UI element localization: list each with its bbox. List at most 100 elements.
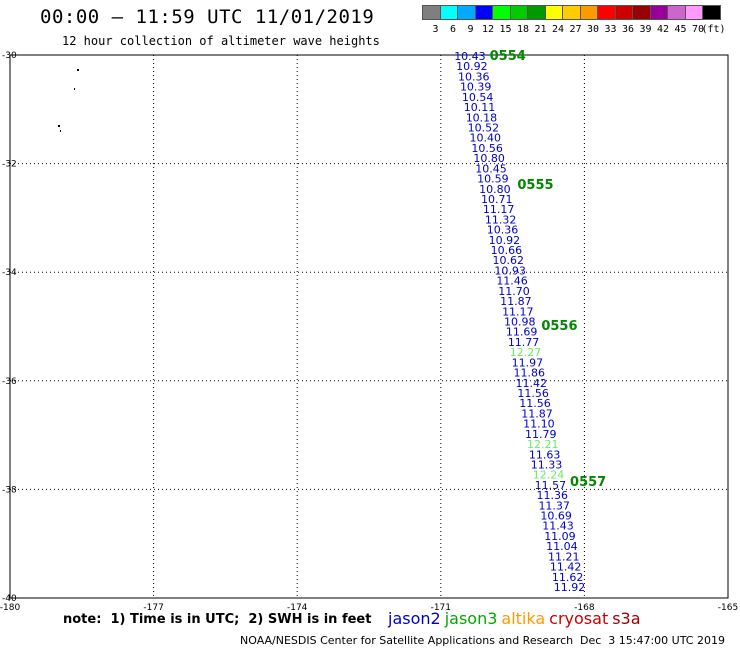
pass-time-label: 0555 (517, 178, 553, 193)
legend-label: 39 (639, 24, 652, 35)
wave-height-value: 11.42 (550, 561, 582, 574)
satellite-legend: jason2 jason3 altika cryosat s3a (388, 609, 645, 628)
satellite-name-altika: altika (501, 609, 546, 628)
wave-height-value: 10.80 (473, 152, 505, 165)
wave-height-value: 10.69 (540, 510, 572, 523)
wave-height-value: 11.86 (514, 367, 546, 380)
wave-height-value: 10.98 (504, 316, 536, 329)
wave-height-value: 10.36 (487, 224, 519, 237)
wave-height-value: 12.27 (510, 346, 542, 359)
wave-height-value: 11.56 (519, 397, 551, 410)
wave-height-value: 10.18 (466, 111, 498, 124)
wave-height-value: 11.33 (531, 458, 563, 471)
longitude-tick-label: -180 (0, 603, 20, 613)
longitude-tick-label: -168 (574, 603, 595, 613)
wave-height-value: 10.54 (462, 91, 494, 104)
legend-label: 30 (586, 24, 600, 35)
island (58, 125, 60, 127)
footer-timestamp: Dec 3 15:47:00 UTC 2019 (580, 634, 725, 647)
wave-height-value: 10.52 (468, 121, 500, 134)
grid-lines (9, 54, 729, 599)
wave-height-value: 11.92 (554, 581, 586, 594)
latitude-tick-label: -34 (2, 268, 17, 278)
legend-label: 70 (691, 24, 705, 35)
wave-height-value: 11.17 (502, 305, 534, 318)
legend-label: 36 (621, 24, 635, 35)
legend-label: 6 (449, 24, 457, 35)
satellite-name-s3a: s3a (612, 609, 641, 628)
wave-height-value: 10.62 (492, 254, 523, 267)
wave-height-value: 10.36 (458, 70, 490, 83)
pass-time-label: 0556 (541, 319, 577, 334)
longitude-tick-label: -171 (431, 603, 451, 613)
wave-height-value: 11.56 (517, 387, 549, 400)
legend-unit-label: (ft) (701, 24, 726, 35)
wave-height-value: 11.10 (523, 418, 555, 431)
wave-height-value: 10.43 (454, 50, 486, 63)
legend-label: 18 (516, 24, 530, 35)
islands (58, 69, 79, 132)
wave-height-value: 11.09 (544, 530, 576, 543)
pass-time-labels: 0554 0555 0556 0557 (490, 49, 607, 490)
wave-height-value: 10.80 (479, 183, 511, 196)
map-subtitle: 12 hour collection of altimeter wave hei… (62, 34, 380, 48)
wave-height-value: 10.92 (456, 60, 488, 73)
island (77, 69, 79, 71)
legend-swatch (702, 5, 721, 20)
wave-height-value: 12.24 (533, 469, 565, 482)
longitude-tick-label: -177 (143, 603, 163, 613)
latitude-tick-label: -36 (2, 377, 17, 387)
satellite-name-jason2: jason2 (388, 609, 441, 628)
latitude-tick-label: -38 (2, 485, 17, 495)
wave-height-value: 11.63 (529, 448, 561, 461)
wave-height-value: 11.04 (546, 540, 578, 553)
legend-label: 15 (499, 24, 512, 35)
wave-height-value: 11.37 (538, 499, 570, 512)
island (74, 88, 75, 90)
wave-height-value: 11.43 (542, 520, 574, 533)
legend-label: 42 (656, 24, 670, 35)
map-frame (9, 54, 729, 599)
wave-height-value: 11.77 (508, 336, 540, 349)
wave-height-value: 11.79 (525, 428, 557, 441)
legend-label: 3 (432, 24, 439, 35)
island (60, 130, 61, 132)
wave-height-value: 11.42 (515, 377, 547, 390)
wave-height-value: 10.11 (464, 101, 496, 114)
wave-height-value: 11.57 (535, 479, 567, 492)
wave-height-value: 12.21 (527, 438, 559, 451)
satellite-name-jason3: jason3 (444, 609, 498, 628)
wave-height-value: 10.40 (470, 132, 502, 145)
wave-height-value: 11.87 (521, 407, 553, 420)
longitude-tick-label: -174 (287, 603, 308, 613)
pass-time-label: 0557 (570, 475, 606, 490)
wave-height-value: 11.32 (485, 213, 517, 226)
axis-ticks: -180 -177 -174 -171 -168 -165 -30 -32 -34 -36 -38 -… (0, 51, 738, 613)
legend-label: 12 (481, 24, 495, 35)
legend-label: 21 (534, 24, 547, 35)
pass-time-label: 0554 (490, 49, 526, 64)
map-title: 00:00 – 11:59 UTC 11/01/2019 (40, 6, 375, 28)
latitude-tick-label: -32 (2, 160, 17, 170)
wave-height-value: 10.59 (477, 173, 509, 186)
wave-height-color-legend: 3 6 9 12 15 18 21 24 27 30 33 36 39 42 45 70 (ft) (422, 4, 740, 36)
wave-height-value: 11.87 (500, 295, 532, 308)
longitude-tick-label: -165 (718, 603, 738, 613)
wave-height-value: 11.21 (548, 550, 580, 563)
footer-organization: NOAA/NESDIS Center for Satellite Applica… (240, 634, 574, 647)
wave-height-value: 10.66 (491, 244, 522, 257)
units-note: note: 1) Time is in UTC; 2) SWH is in fe… (63, 612, 372, 627)
wave-height-value: 10.39 (460, 81, 492, 94)
latitude-tick-label: -40 (2, 594, 17, 604)
legend-label: 24 (551, 24, 565, 35)
legend-label: 45 (674, 24, 687, 35)
wave-height-value: 10.92 (489, 234, 520, 247)
wave-height-value: 10.56 (471, 142, 503, 155)
satellite-name-cryosat: cryosat (549, 609, 609, 628)
altimeter-track: 10.4310.9210.3610.3910.5410.1110.1810.52… (454, 50, 585, 594)
legend-label: 27 (569, 24, 582, 35)
wave-height-value: 10.93 (494, 264, 525, 277)
wave-height-value: 11.97 (512, 356, 544, 369)
legend-label: 33 (604, 24, 617, 35)
